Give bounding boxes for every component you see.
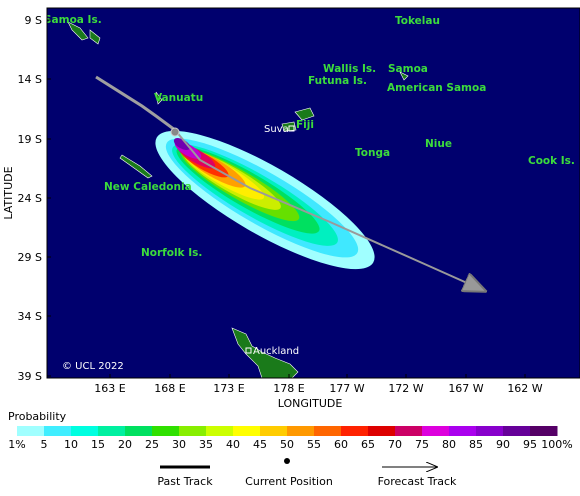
y-axis-title: LATITUDE xyxy=(2,166,15,219)
colorbar-swatch xyxy=(449,426,477,436)
place-label: American Samoa xyxy=(387,82,486,94)
colorbar-swatch xyxy=(503,426,531,436)
x-tick-label: 163 E xyxy=(94,382,125,395)
y-tick-label: 29 S xyxy=(18,251,42,264)
x-tick-label: 178 E xyxy=(273,382,304,395)
colorbar-swatch xyxy=(314,426,342,436)
legend-item: Forecast Track xyxy=(378,475,457,488)
y-tick-label: 34 S xyxy=(18,310,42,323)
land xyxy=(67,21,409,378)
colorbar-swatch xyxy=(44,426,72,436)
colorbar-label: 20 xyxy=(118,438,132,451)
swath-band xyxy=(173,138,191,150)
place-label: Samoa Is. xyxy=(44,14,102,26)
colorbar-swatch xyxy=(17,426,45,436)
x-axis-title: LONGITUDE xyxy=(278,397,343,410)
legend-item: Current Position xyxy=(245,475,333,488)
place-label: Tonga xyxy=(355,147,390,159)
y-tick-label: 9 S xyxy=(25,14,42,27)
colorbar-label: 5 xyxy=(41,438,48,451)
colorbar-swatch xyxy=(98,426,126,436)
place-label: Vanuatu xyxy=(154,92,203,104)
x-tick-label: 172 W xyxy=(388,382,423,395)
colorbar-swatch xyxy=(179,426,207,436)
colorbar-swatch xyxy=(125,426,153,436)
colorbar-swatch xyxy=(152,426,180,436)
colorbar-label: 55 xyxy=(307,438,321,451)
colorbar-swatch xyxy=(341,426,369,436)
credit: © UCL 2022 xyxy=(62,361,124,372)
x-tick-label: 167 W xyxy=(448,382,483,395)
x-tick-label: 168 E xyxy=(154,382,185,395)
colorbar-label: 95 xyxy=(523,438,537,451)
suva-marker xyxy=(288,125,295,132)
colorbar-label: 15 xyxy=(91,438,105,451)
place-label: Tokelau xyxy=(395,15,440,27)
current-position xyxy=(170,127,180,137)
colorbar-label: 10 xyxy=(64,438,78,451)
colorbar-swatch xyxy=(71,426,99,436)
y-tick-label: 24 S xyxy=(18,192,42,205)
legend-title: Probability xyxy=(8,410,67,423)
place-label: New Caledonia xyxy=(104,181,192,193)
x-tick-label: 162 W xyxy=(507,382,542,395)
colorbar-label: 35 xyxy=(199,438,213,451)
place-label: Fiji xyxy=(296,119,314,131)
position-sample xyxy=(284,458,290,464)
colorbar-label: 45 xyxy=(253,438,267,451)
colorbar-label: 25 xyxy=(145,438,159,451)
colorbar-swatch xyxy=(476,426,504,436)
place-label: Niue xyxy=(425,138,452,150)
place-label: Wallis Is. xyxy=(323,63,376,75)
colorbar-label: 90 xyxy=(496,438,510,451)
auckland-marker xyxy=(245,347,252,354)
place-label: Norfolk Is. xyxy=(141,247,202,259)
colorbar-label: 80 xyxy=(442,438,456,451)
colorbar-label: 75 xyxy=(415,438,429,451)
place-label: Cook Is. xyxy=(528,155,575,167)
colorbar-label: 30 xyxy=(172,438,186,451)
colorbar-label: 70 xyxy=(388,438,402,451)
colorbar-swatch xyxy=(287,426,315,436)
place-label: Samoa xyxy=(388,63,428,75)
colorbar-label: 1% xyxy=(8,438,25,451)
colorbar-label: 65 xyxy=(361,438,375,451)
colorbar-swatch xyxy=(233,426,261,436)
colorbar-swatch xyxy=(368,426,396,436)
colorbar-swatch xyxy=(530,426,558,436)
colorbar-label: 100% xyxy=(541,438,572,451)
map-frame xyxy=(46,7,580,379)
colorbar-label: 85 xyxy=(469,438,483,451)
colorbar-swatch xyxy=(422,426,450,436)
place-label: Suva xyxy=(264,124,289,135)
x-tick-label: 177 W xyxy=(329,382,364,395)
colorbar-label: 60 xyxy=(334,438,348,451)
map: © UCL 2022 Samoa Is. Tokelau Wallis Is.Fut… xyxy=(44,8,580,378)
y-tick-label: 39 S xyxy=(18,370,42,383)
place-label: Futuna Is. xyxy=(308,75,367,87)
colorbar-swatch xyxy=(206,426,234,436)
y-tick-label: 19 S xyxy=(18,133,42,146)
legend-item: Past Track xyxy=(157,475,213,488)
colorbar-swatch xyxy=(260,426,288,436)
colorbar-swatch xyxy=(395,426,423,436)
forecast-track-line xyxy=(174,129,485,291)
y-tick-label: 14 S xyxy=(18,73,42,86)
colorbar-label: 40 xyxy=(226,438,240,451)
x-tick-label: 173 E xyxy=(213,382,244,395)
place-label: Auckland xyxy=(253,346,299,357)
past-track-line xyxy=(95,75,176,132)
colorbar-label: 50 xyxy=(280,438,294,451)
